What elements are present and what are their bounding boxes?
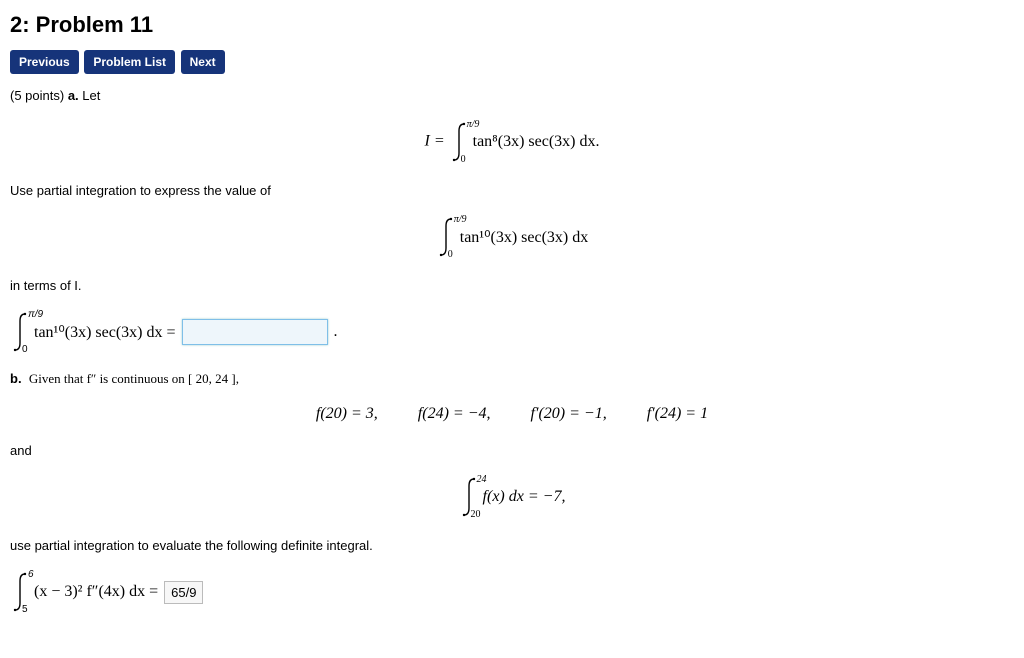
and-text: and xyxy=(10,443,1014,458)
part-a-answer-input[interactable] xyxy=(182,319,328,345)
int-lower: 20 xyxy=(471,509,481,520)
trail-dot: . xyxy=(334,323,338,341)
condition-integral: 24 20 f(x) dx = −7, xyxy=(10,476,1014,518)
let-text: Let xyxy=(79,88,101,103)
int-lower: 0 xyxy=(448,249,453,260)
cond-integrand: f(x) dx = −7, xyxy=(483,488,566,506)
int-upper: 6 xyxy=(28,569,34,580)
final-integrand: (x − 3)² f″(4x) dx = xyxy=(34,583,158,601)
int-lower: 5 xyxy=(22,604,28,615)
int-upper: π/9 xyxy=(467,119,480,130)
I-lhs: I = xyxy=(425,133,445,150)
part-b-answer-value[interactable]: 65/9 xyxy=(164,581,203,604)
previous-button[interactable]: Previous xyxy=(10,50,79,74)
points-text: (5 points) xyxy=(10,88,68,103)
cond-3: f′(20) = −1, xyxy=(531,405,607,423)
int-upper: π/9 xyxy=(454,214,467,225)
part-a-line2: Use partial integration to express the v… xyxy=(10,183,1014,198)
cond-4: f′(24) = 1 xyxy=(647,405,708,423)
integral-sign-icon: π/9 0 xyxy=(449,121,471,163)
cond-1: f(20) = 3, xyxy=(316,405,378,423)
part-b-given: Given that f″ is continuous on [ 20, 24 … xyxy=(29,371,239,386)
part-a-intro: (5 points) a. Let xyxy=(10,88,1014,103)
part-b-answer-row: 6 5 (x − 3)² f″(4x) dx = 65/9 xyxy=(10,571,1014,613)
integral-sign-icon: π/9 0 xyxy=(436,216,458,258)
int-lower: 0 xyxy=(22,344,28,355)
integral-sign-icon: 6 5 xyxy=(10,571,32,613)
equation-I: I = π/9 0 tan⁸(3x) sec(3x) dx. xyxy=(10,121,1014,163)
part-a-answer-row: π/9 0 tan¹⁰(3x) sec(3x) dx = . xyxy=(10,311,1014,353)
next-button[interactable]: Next xyxy=(181,50,225,74)
int-lower: 0 xyxy=(461,154,466,165)
problem-list-button[interactable]: Problem List xyxy=(84,50,175,74)
integrand-target: tan¹⁰(3x) sec(3x) dx xyxy=(460,227,589,247)
in-terms-text: in terms of I. xyxy=(10,278,82,293)
cond-2: f(24) = −4, xyxy=(418,405,491,423)
integral-sign-icon: π/9 0 xyxy=(10,311,32,353)
int-upper: π/9 xyxy=(28,309,43,320)
conditions-row: f(20) = 3, f(24) = −4, f′(20) = −1, f′(2… xyxy=(10,405,1014,423)
part-b-intro: b. Given that f″ is continuous on [ 20, … xyxy=(10,371,1014,387)
int-upper: 24 xyxy=(477,474,487,485)
integral-sign-icon: 24 20 xyxy=(459,476,481,518)
integrand-I: tan⁸(3x) sec(3x) dx. xyxy=(473,133,600,151)
integrand-answer: tan¹⁰(3x) sec(3x) dx = xyxy=(34,322,176,342)
nav-buttons: Previous Problem List Next xyxy=(10,50,1014,74)
part-a-label: a. xyxy=(68,88,79,103)
page-title: 2: Problem 11 xyxy=(10,12,1014,38)
part-b-label: b. xyxy=(10,371,22,386)
equation-target: π/9 0 tan¹⁰(3x) sec(3x) dx xyxy=(10,216,1014,258)
part-b-final-line: use partial integration to evaluate the … xyxy=(10,538,1014,553)
part-a-line3: in terms of I. xyxy=(10,278,1014,293)
